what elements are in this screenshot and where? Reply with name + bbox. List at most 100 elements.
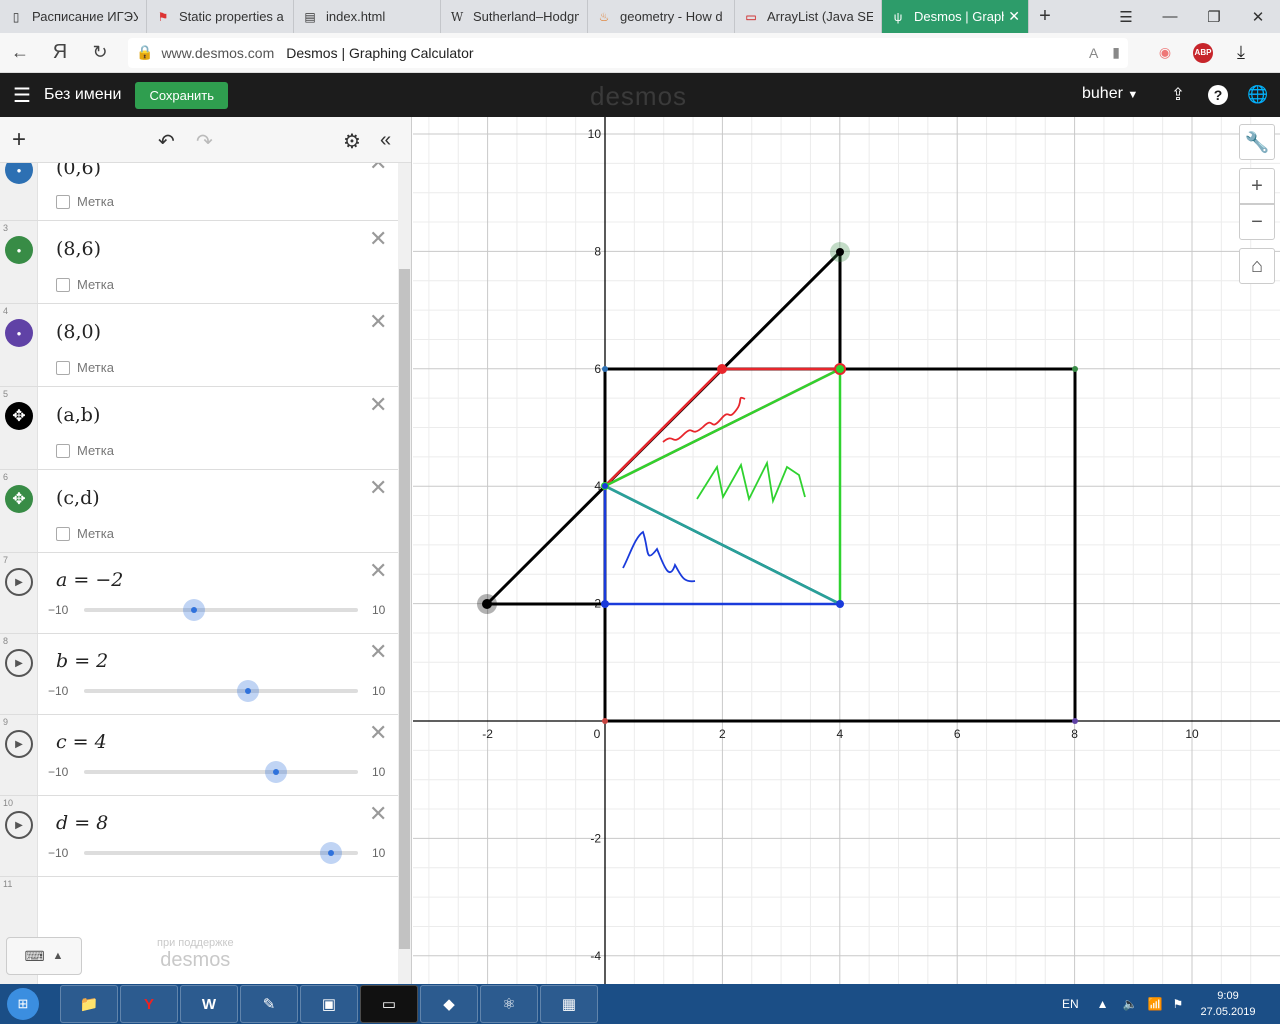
- zoom-out-icon[interactable]: −: [1239, 204, 1275, 240]
- zoom-in-icon[interactable]: +: [1239, 168, 1275, 204]
- default-view-home-icon[interactable]: ⌂: [1239, 248, 1275, 284]
- scrollbar-thumb[interactable]: [399, 269, 410, 949]
- atom-icon[interactable]: ⚛: [480, 985, 538, 1023]
- language-indicator[interactable]: EN: [1062, 997, 1079, 1011]
- tray-arrow-icon[interactable]: ▲: [1096, 997, 1109, 1011]
- slider-thumb[interactable]: [182, 599, 205, 621]
- explorer-icon[interactable]: 📁: [60, 985, 118, 1023]
- expression-math[interactable]: (0,6): [56, 163, 102, 179]
- slider-row[interactable]: 10 ▶ d = 8 −10 10 ✕: [0, 796, 398, 877]
- point-color-icon[interactable]: ●: [5, 319, 33, 347]
- point-color-icon[interactable]: ●: [5, 236, 33, 264]
- delete-expression-icon[interactable]: ✕: [369, 392, 388, 417]
- redo-icon[interactable]: ↷: [196, 131, 213, 153]
- close-tab-icon[interactable]: ✕: [1008, 8, 1020, 24]
- point-c-d[interactable]: [836, 248, 844, 256]
- browser-tab[interactable]: ▭ ArrayList (Java SE: [735, 0, 882, 33]
- settings-gear-icon[interactable]: ⚙: [343, 131, 361, 153]
- reload-icon[interactable]: ↻: [92, 42, 108, 62]
- slider-track[interactable]: [84, 842, 358, 864]
- point-color-icon[interactable]: ●: [5, 163, 33, 184]
- visual-studio-icon[interactable]: ▣: [300, 985, 358, 1023]
- delete-expression-icon[interactable]: ✕: [369, 475, 388, 500]
- delete-expression-icon[interactable]: ✕: [369, 309, 388, 334]
- point-a-b[interactable]: [482, 599, 492, 609]
- slider-row[interactable]: 9 ▶ c = 4 −10 10 ✕: [0, 715, 398, 796]
- label-toggle[interactable]: Метка: [56, 360, 114, 375]
- language-globe-icon[interactable]: 🌐: [1247, 85, 1269, 104]
- play-icon[interactable]: ▶: [5, 811, 33, 839]
- back-icon[interactable]: ←: [11, 42, 29, 62]
- label-toggle[interactable]: Метка: [56, 277, 114, 292]
- bookmark-icon[interactable]: ▮: [1112, 44, 1120, 60]
- slider-track[interactable]: [84, 599, 358, 621]
- url-field[interactable]: 🔒 www.desmos.com Desmos | Graphing Calcu…: [128, 37, 1128, 68]
- flag-icon[interactable]: ⚑: [1172, 997, 1184, 1011]
- slider-row[interactable]: 7 ▶ a = −2 −10 10 ✕: [0, 553, 398, 634]
- add-expression-icon[interactable]: +: [12, 126, 27, 153]
- slider-max[interactable]: 10: [372, 684, 386, 698]
- download-icon[interactable]: ⤓: [1237, 42, 1245, 62]
- expression-row[interactable]: 5 ✥ (a,b) Метка ✕: [0, 387, 398, 470]
- slider-min[interactable]: −10: [48, 603, 69, 617]
- checkbox-icon[interactable]: [56, 443, 70, 458]
- yandex-icon[interactable]: Я: [52, 41, 68, 63]
- label-toggle[interactable]: Метка: [56, 194, 114, 209]
- browser-tab[interactable]: ▯ Расписание ИГЭУ: [0, 0, 147, 33]
- move-point-icon[interactable]: ✥: [5, 485, 33, 513]
- expression-math[interactable]: a = −2: [56, 569, 124, 591]
- network-icon[interactable]: 📶: [1147, 997, 1163, 1011]
- browser-tab-active[interactable]: ψ Desmos | Graph ✕: [882, 0, 1029, 33]
- graph-svg[interactable]: -20246810108642-2-4: [413, 117, 1280, 984]
- browser-tab[interactable]: W Sutherland–Hodgm: [441, 0, 588, 33]
- slider-max[interactable]: 10: [372, 765, 386, 779]
- user-menu[interactable]: buher ▼: [1082, 85, 1138, 103]
- start-button[interactable]: ⊞: [0, 984, 46, 1024]
- keyboard-toggle-button[interactable]: ⌨ ▲: [6, 937, 82, 975]
- extension-icon[interactable]: ◉: [1158, 44, 1172, 60]
- play-icon[interactable]: ▶: [5, 730, 33, 758]
- slider-thumb[interactable]: [319, 842, 342, 864]
- checkbox-icon[interactable]: [56, 194, 70, 209]
- slider-min[interactable]: −10: [48, 846, 69, 860]
- slider-row[interactable]: 8 ▶ b = 2 −10 10 ✕: [0, 634, 398, 715]
- yandex-browser-icon[interactable]: Y: [120, 985, 178, 1023]
- checkbox-icon[interactable]: [56, 526, 70, 541]
- delete-expression-icon[interactable]: ✕: [369, 558, 388, 583]
- label-toggle[interactable]: Метка: [56, 526, 114, 541]
- expression-row[interactable]: ● (0,6) Метка ✕: [0, 163, 398, 221]
- delete-expression-icon[interactable]: ✕: [369, 226, 388, 251]
- slider-thumb[interactable]: [237, 680, 260, 702]
- collapse-panel-icon[interactable]: «: [380, 129, 392, 151]
- expression-math[interactable]: b = 2: [56, 650, 109, 672]
- save-button[interactable]: Сохранить: [135, 81, 229, 109]
- minimize-icon[interactable]: —: [1162, 8, 1178, 25]
- slider-max[interactable]: 10: [372, 846, 386, 860]
- expression-math[interactable]: (8,0): [56, 321, 102, 343]
- app-icon[interactable]: ◆: [420, 985, 478, 1023]
- delete-expression-icon[interactable]: ✕: [369, 720, 388, 745]
- checkbox-icon[interactable]: [56, 360, 70, 375]
- expression-scrollbar[interactable]: [398, 163, 411, 984]
- browser-tab[interactable]: ♨ geometry - How d: [588, 0, 735, 33]
- expression-row[interactable]: 6 ✥ (c,d) Метка ✕: [0, 470, 398, 553]
- delete-expression-icon[interactable]: ✕: [369, 801, 388, 826]
- translate-icon[interactable]: A: [1088, 44, 1099, 61]
- slider-track[interactable]: [84, 761, 358, 783]
- browser-tab[interactable]: ▤ index.html: [294, 0, 441, 33]
- graph-settings-wrench-icon[interactable]: 🔧: [1239, 124, 1275, 160]
- play-icon[interactable]: ▶: [5, 568, 33, 596]
- expression-row[interactable]: 4 ● (8,0) Метка ✕: [0, 304, 398, 387]
- monitor-icon[interactable]: ▦: [540, 985, 598, 1023]
- restore-icon[interactable]: ❐: [1207, 8, 1221, 26]
- delete-expression-icon[interactable]: ✕: [369, 163, 387, 176]
- label-toggle[interactable]: Метка: [56, 443, 114, 458]
- expression-math[interactable]: (a,b): [56, 404, 101, 426]
- slider-max[interactable]: 10: [372, 603, 386, 617]
- slider-thumb[interactable]: [264, 761, 287, 783]
- new-tab-button[interactable]: +: [1039, 5, 1051, 27]
- expression-math[interactable]: d = 8: [56, 812, 109, 834]
- undo-icon[interactable]: ↶: [158, 131, 175, 153]
- volume-icon[interactable]: 🔈: [1122, 997, 1138, 1011]
- slider-min[interactable]: −10: [48, 684, 69, 698]
